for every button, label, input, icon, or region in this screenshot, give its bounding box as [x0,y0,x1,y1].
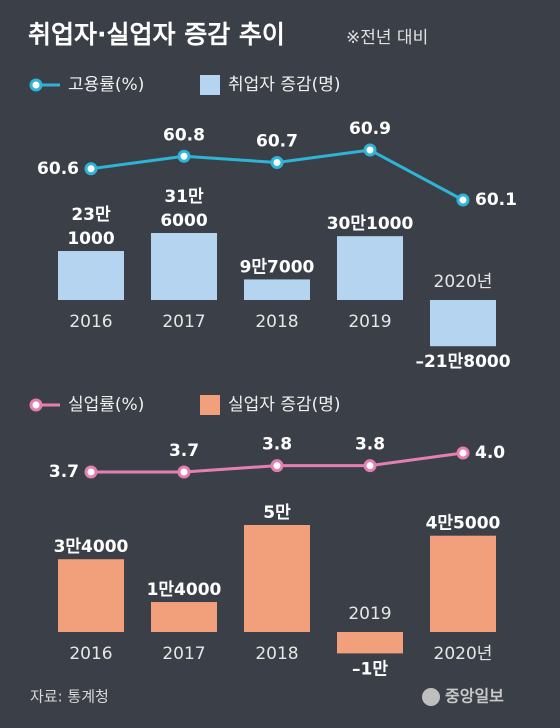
marker [177,149,191,163]
data-label: 60.6 [37,159,79,179]
marker [456,193,470,207]
marker [270,459,284,473]
data-label: –1만 [352,659,388,679]
legend-swatch [200,395,220,415]
data-label: 3.8 [355,435,385,455]
logo: 중앙일보 [445,687,504,706]
bar [337,236,403,300]
data-label: 3.7 [49,462,79,482]
data-label: 4.0 [475,443,505,463]
data-label: 60.7 [256,132,298,152]
bar [430,535,496,632]
logo-icon [422,688,440,706]
legend-marker [29,398,43,412]
bar [337,632,403,654]
legend-swatch [200,75,220,95]
marker [177,465,191,479]
data-label: 3만4000 [54,537,129,557]
marker [84,162,98,176]
marker [456,446,470,460]
x-tick-label: 2020년 [434,644,493,664]
title: 취업자·실업자 증감 추이 [28,20,285,49]
x-tick-label: 2019 [348,604,391,624]
x-tick-label: 2016 [69,312,112,332]
data-label: 5만 [263,503,291,523]
data-label: 4만5000 [426,514,501,534]
marker [363,459,377,473]
data-label: 23만 1000 [67,205,114,249]
x-tick-label: 2018 [255,644,298,664]
data-label: 3.8 [262,435,292,455]
data-label: –21만8000 [415,352,510,372]
x-tick-label: 2020년 [434,272,493,292]
bar [244,525,310,632]
legend-label: 취업자 증감(명) [228,75,341,95]
marker [84,465,98,479]
legend-label: 실업률(%) [68,395,144,415]
legend-marker [29,78,43,92]
data-label: 60.9 [349,119,391,139]
data-label: 9만7000 [240,257,315,277]
subtitle: ※전년 대비 [346,28,428,48]
bar [244,279,310,300]
legend-label: 실업자 증감(명) [228,395,341,415]
x-tick-label: 2018 [255,312,298,332]
data-label: 30만1000 [327,214,414,234]
marker [270,156,284,169]
marker [363,143,377,157]
bar [151,233,217,300]
x-tick-label: 2019 [348,312,391,332]
data-label: 1만4000 [147,580,222,600]
legend-label: 고용률(%) [68,75,144,95]
bar [430,300,496,347]
data-label: 60.8 [163,125,205,145]
bar [151,602,217,632]
data-label: 3.7 [169,441,199,461]
bar [58,251,124,300]
source: 자료: 통계청 [30,688,109,706]
bar [58,559,124,632]
x-tick-label: 2016 [69,644,112,664]
x-tick-label: 2017 [162,312,205,332]
x-tick-label: 2017 [162,644,205,664]
data-label: 60.1 [475,190,517,210]
data-label: 31만 6000 [160,187,207,231]
